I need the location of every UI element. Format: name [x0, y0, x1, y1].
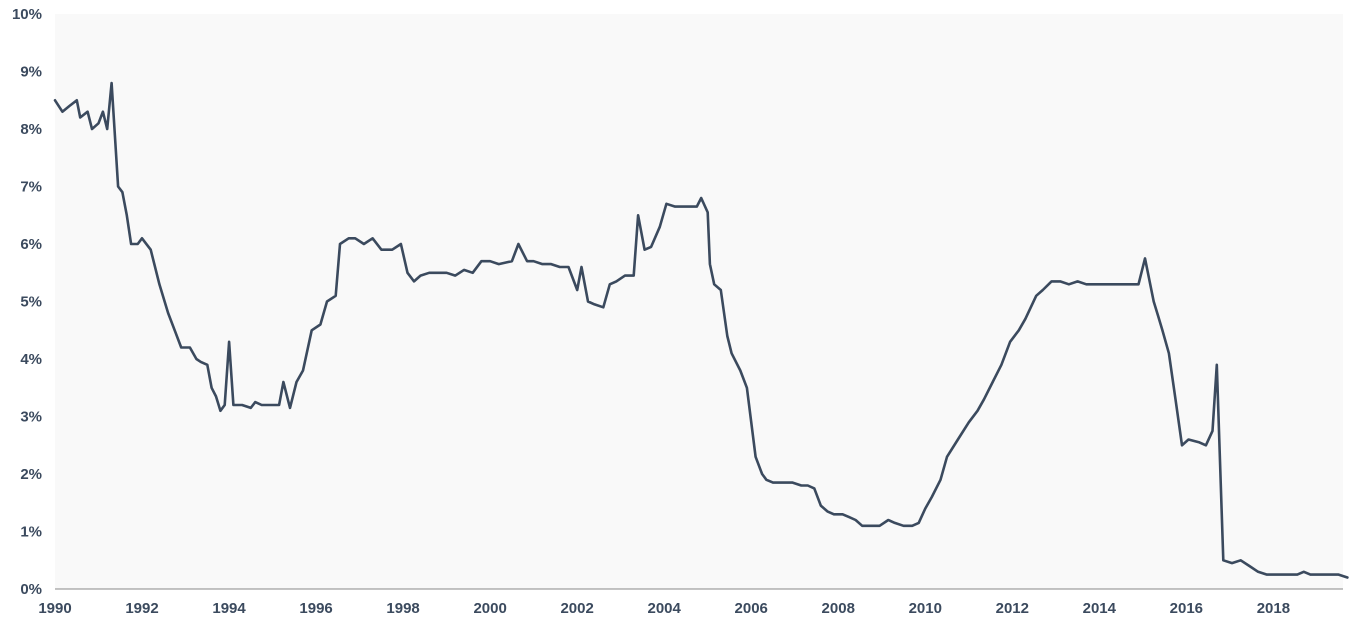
actual-rate-line [53, 81, 1349, 579]
x-tick-label: 2004 [648, 600, 682, 617]
y-axis: 0% 1% 2% 3% 4% 5% 6% 7% 8% 9% 10% [12, 6, 42, 598]
y-tick-label: 1% [20, 524, 42, 541]
y-tick-label: 7% [20, 179, 42, 196]
y-tick-label: 4% [20, 351, 42, 368]
x-axis: 1990 1992 1994 1996 1998 2000 2002 2004 2006 2008… [38, 600, 1290, 617]
x-tick-label: 2006 [735, 600, 768, 617]
x-tick-label: 2010 [909, 600, 942, 617]
y-tick-label: 10% [12, 6, 42, 23]
y-tick-label: 2% [20, 466, 42, 483]
y-tick-label: 6% [20, 236, 42, 253]
x-tick-label: 2012 [996, 600, 1029, 617]
x-tick-label: 1994 [212, 600, 246, 617]
x-tick-label: 1990 [38, 600, 71, 617]
x-tick-label: 1996 [299, 600, 332, 617]
y-tick-label: 5% [20, 294, 42, 311]
y-tick-label: 0% [20, 581, 42, 598]
y-tick-label: 8% [20, 121, 42, 138]
x-tick-label: 1992 [125, 600, 158, 617]
x-tick-label: 2002 [560, 600, 593, 617]
x-tick-label: 1998 [386, 600, 419, 617]
x-tick-label: 2018 [1257, 600, 1290, 617]
x-tick-label: 2014 [1083, 600, 1117, 617]
x-tick-label: 2008 [822, 600, 855, 617]
plot-area [55, 14, 1343, 589]
x-tick-label: 2016 [1170, 600, 1203, 617]
x-tick-label: 2000 [473, 600, 506, 617]
actual-series-group [53, 81, 1349, 579]
y-tick-label: 9% [20, 64, 42, 81]
y-tick-label: 3% [20, 409, 42, 426]
